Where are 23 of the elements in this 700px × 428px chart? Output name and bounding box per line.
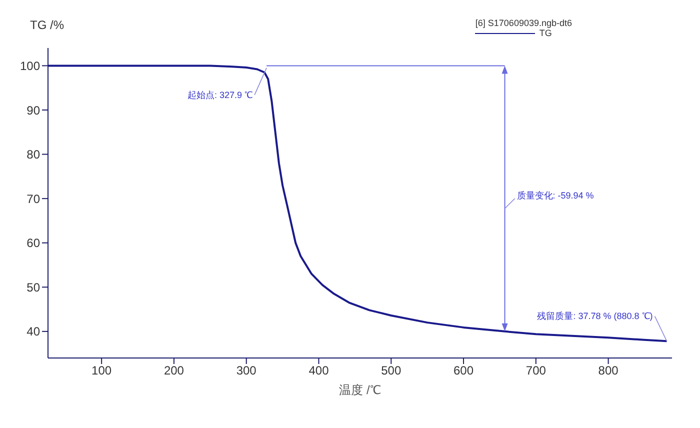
y-tick-label: 90 xyxy=(26,103,40,118)
annotation: 质量变化: -59.94 % xyxy=(516,190,594,201)
x-tick-label: 500 xyxy=(381,364,402,378)
y-axis-title: TG /% xyxy=(30,18,64,32)
y-tick-label: 50 xyxy=(26,280,40,294)
annotation: 起始点: 327.9 ℃ xyxy=(188,90,253,100)
x-tick-label: 800 xyxy=(598,364,619,378)
y-tick-label: 60 xyxy=(26,236,40,250)
text: TG xyxy=(539,28,552,38)
line-series xyxy=(48,64,668,342)
x-tick-label: 300 xyxy=(236,364,257,378)
x-tick-label: 200 xyxy=(164,364,184,378)
y-tick-label: 100 xyxy=(20,58,40,73)
x-tick-label: 700 xyxy=(526,364,546,378)
x-tick-label: 600 xyxy=(454,364,474,378)
y-tick-label: 70 xyxy=(26,192,40,206)
legend-title: [6] S170609039.ngb-dt6 xyxy=(475,18,572,28)
x-axis-title: 温度 /℃ xyxy=(339,383,381,397)
y-tick-label: 80 xyxy=(26,148,40,162)
annotation: 残留质量: 37.78 % (880.8 ℃) xyxy=(537,311,653,322)
x-tick-label: 100 xyxy=(92,364,112,378)
y-tick-label: 40 xyxy=(26,324,40,339)
x-tick-label: 400 xyxy=(308,364,330,378)
